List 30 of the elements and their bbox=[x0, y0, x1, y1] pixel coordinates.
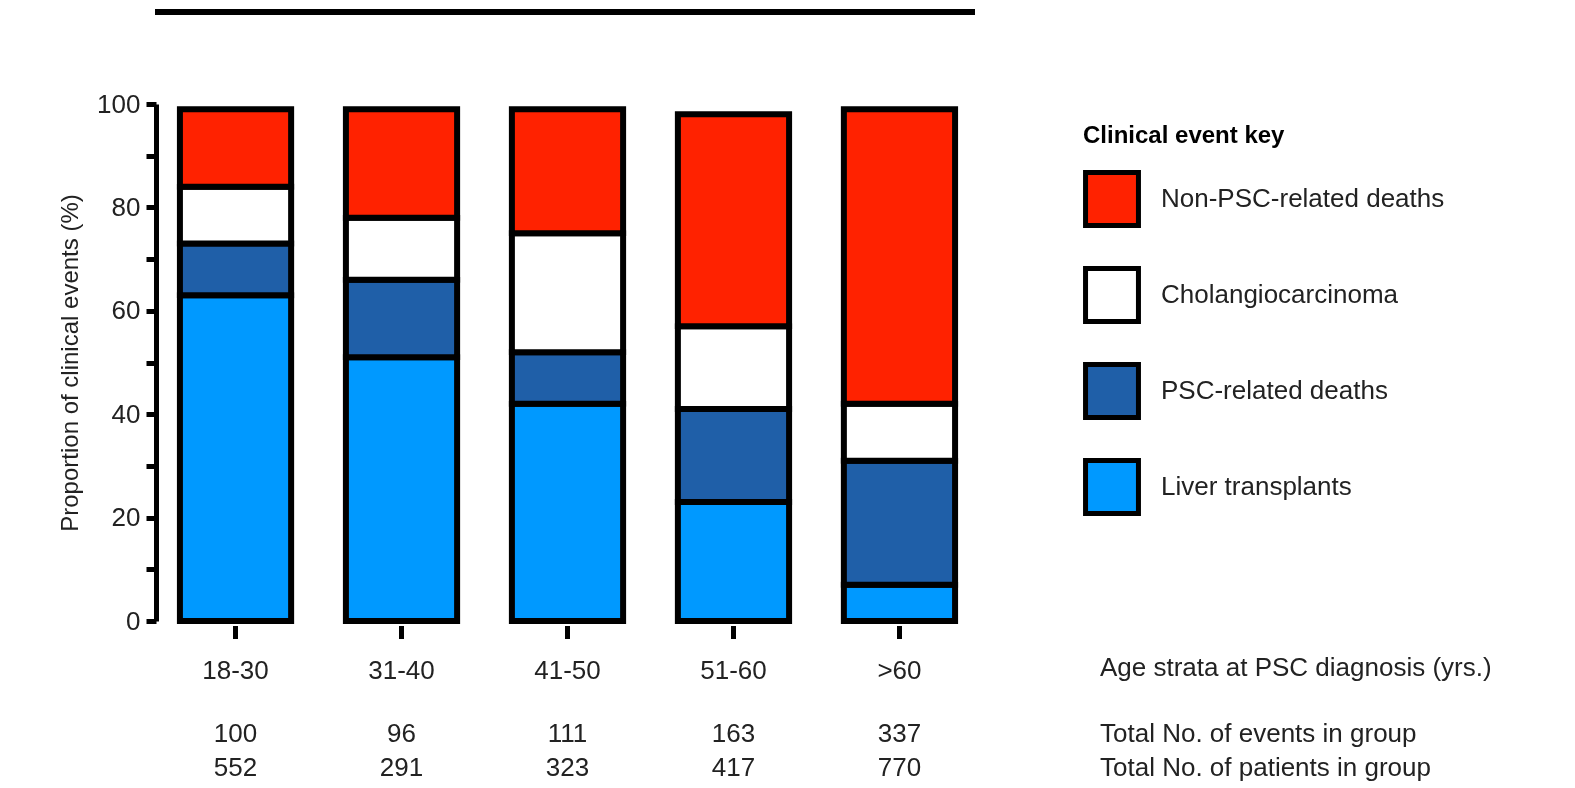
text: 111 bbox=[547, 718, 588, 749]
text: 96 bbox=[387, 718, 416, 749]
x-tick-label: 41-50 bbox=[534, 654, 601, 685]
text: 337 bbox=[877, 718, 922, 749]
x-tick-label: 51-60 bbox=[700, 654, 767, 685]
x-tick-label: 18-30 bbox=[202, 654, 269, 685]
text: 323 bbox=[545, 752, 590, 783]
text: Total No. of patients in group bbox=[1100, 752, 1431, 783]
y-tick-label: 20 bbox=[111, 502, 141, 533]
text: 163 bbox=[711, 718, 756, 749]
x-tick-label: 31-40 bbox=[368, 654, 435, 685]
y-axis-title: Proportion of clinical events (%) bbox=[56, 194, 84, 532]
y-tick-label: 60 bbox=[111, 295, 141, 326]
x-axis-title: Age strata at PSC diagnosis (yrs.) bbox=[1100, 652, 1492, 683]
y-tick-label: 100 bbox=[97, 88, 141, 119]
text: 770 bbox=[877, 752, 922, 783]
y-tick-label: 0 bbox=[126, 605, 141, 636]
text: 417 bbox=[711, 752, 756, 783]
legend-label: PSC-related deaths bbox=[1161, 375, 1388, 405]
text: 100 bbox=[213, 718, 258, 749]
text: Total No. of events in group bbox=[1100, 718, 1417, 749]
y-tick-label: 40 bbox=[111, 398, 141, 429]
text: 291 bbox=[379, 752, 424, 783]
legend-label: Cholangiocarcinoma bbox=[1161, 279, 1399, 309]
legend-label: Non-PSC-related deaths bbox=[1161, 183, 1445, 213]
text: 552 bbox=[213, 752, 258, 783]
x-tick-label: >60 bbox=[877, 654, 922, 685]
legend-label: Liver transplants bbox=[1161, 471, 1352, 501]
y-tick-label: 80 bbox=[111, 191, 141, 222]
legend-title: Clinical event key bbox=[1083, 121, 1286, 148]
